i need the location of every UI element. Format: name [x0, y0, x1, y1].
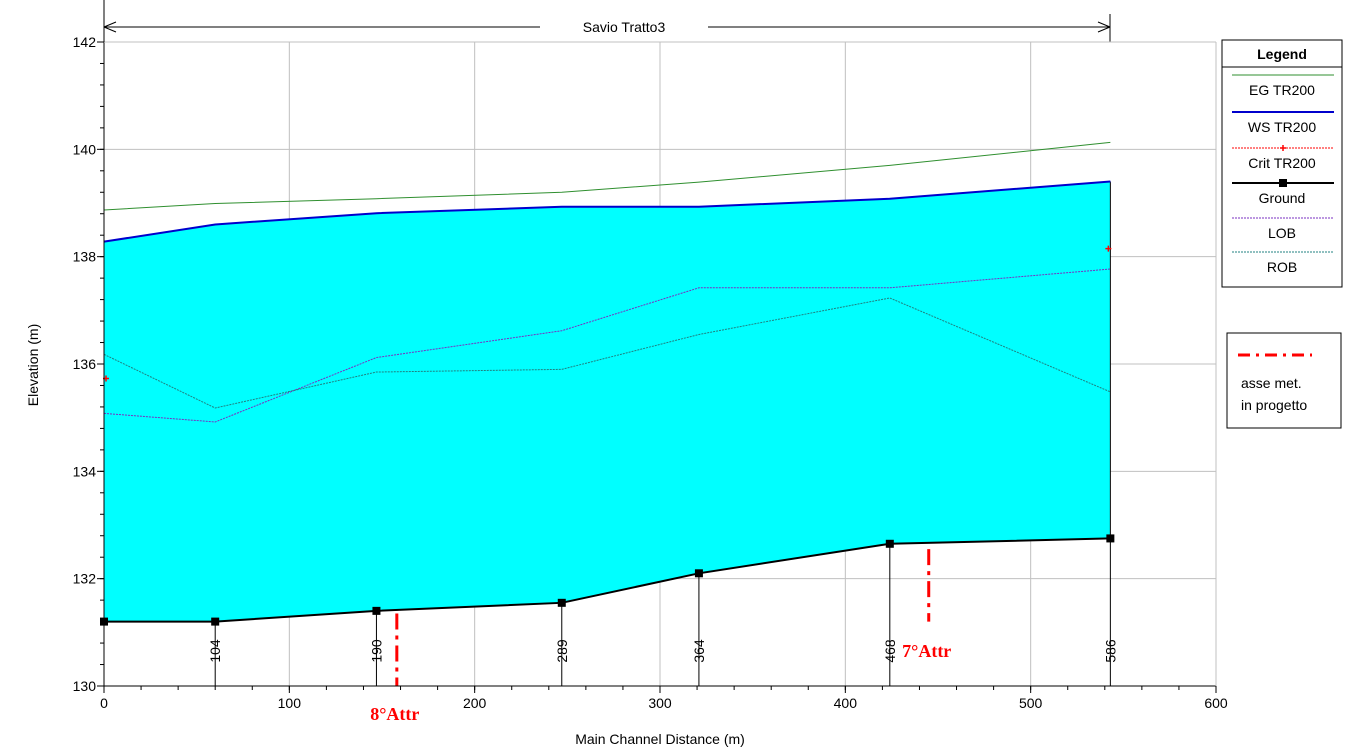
y-tick-label: 130 [73, 678, 97, 694]
chart-title: Savio Tratto3 [583, 19, 666, 35]
water-area [104, 182, 1110, 622]
axis-legend-label-line2: in progetto [1241, 397, 1307, 413]
legend-label: LOB [1268, 225, 1296, 241]
axis-legend-label-line1: asse met. [1241, 375, 1302, 391]
x-tick-label: 500 [1019, 695, 1043, 711]
y-tick-label: 134 [73, 463, 97, 479]
station-label: 104 [207, 639, 223, 663]
x-tick-label: 600 [1204, 695, 1228, 711]
annotation-label: 7°Attr [902, 641, 951, 661]
x-tick-label: 200 [463, 695, 487, 711]
y-tick-label: 140 [73, 141, 97, 157]
legend-label: ROB [1267, 259, 1297, 275]
legend-label: Crit TR200 [1248, 155, 1316, 171]
station-label: 190 [368, 639, 384, 663]
x-tick-label: 100 [278, 695, 302, 711]
legend-label: Ground [1259, 190, 1306, 206]
y-tick-label: 136 [73, 356, 97, 372]
y-axis-title: Elevation (m) [25, 324, 41, 406]
station-label: 289 [554, 639, 570, 663]
station-label: 364 [691, 639, 707, 663]
y-tick-label: 132 [73, 571, 97, 587]
title-bar: Savio Tratto3 [104, 14, 1110, 42]
station-label: 586 [1102, 639, 1118, 663]
x-tick-label: 300 [648, 695, 672, 711]
annotation-label: 8°Attr [370, 704, 419, 724]
axis-legend: asse met. in progetto [1227, 333, 1341, 428]
water-fill-layer [104, 182, 1110, 622]
y-tick-label: 142 [73, 34, 97, 50]
legend-ground-marker [1279, 179, 1287, 187]
x-tick-label: 400 [834, 695, 858, 711]
legend-label: EG TR200 [1249, 82, 1315, 98]
y-tick-label: 138 [73, 249, 97, 265]
x-axis-title: Main Channel Distance (m) [575, 731, 745, 747]
station-label: 468 [882, 639, 898, 663]
legend-title: Legend [1257, 46, 1307, 62]
x-tick-label: 0 [100, 695, 108, 711]
legend: Legend EG TR200 WS TR200 Crit TR200 Ground L… [1222, 40, 1342, 287]
legend-label: WS TR200 [1248, 119, 1316, 135]
